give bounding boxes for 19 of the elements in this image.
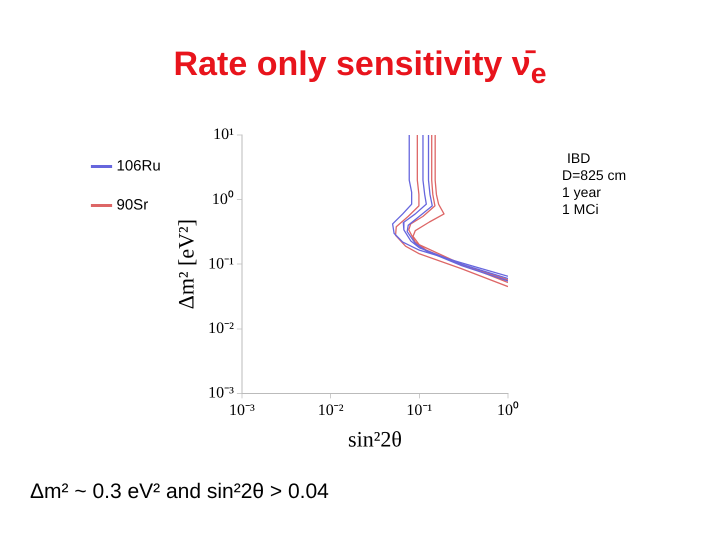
text: D=825 cm xyxy=(562,167,626,184)
text: Δm² ~ 0.3 eV² and sin²2θ > 0.04 xyxy=(30,480,329,504)
y-tick-label: 10⁻¹ xyxy=(208,255,234,272)
text: IBD xyxy=(566,150,592,167)
y-tick-label: 10¹ xyxy=(213,126,234,144)
y-axis-title: Δm² [eV²] xyxy=(174,219,199,310)
legend-label: 106Ru xyxy=(116,158,161,175)
x-tick-label: 10⁻¹ xyxy=(406,402,432,420)
y-tick-label: 10⁻³ xyxy=(208,384,234,402)
x-tick-label: 10⁰ xyxy=(497,401,519,420)
y-tick-label: 10⁻² xyxy=(208,320,234,338)
text: 1 year xyxy=(562,184,602,201)
x-tick-label: 10⁻³ xyxy=(229,402,255,420)
text: 1 MCi xyxy=(562,201,600,218)
legend-label: 90Sr xyxy=(116,196,148,214)
x-tick-label: 10⁻² xyxy=(318,402,344,420)
chart-title: Rate only sensitivity ν̄$_{e}$ xyxy=(172,45,548,91)
y-tick-label: 10⁰ xyxy=(212,190,234,208)
x-axis-title: sin²2θ xyxy=(348,426,402,452)
